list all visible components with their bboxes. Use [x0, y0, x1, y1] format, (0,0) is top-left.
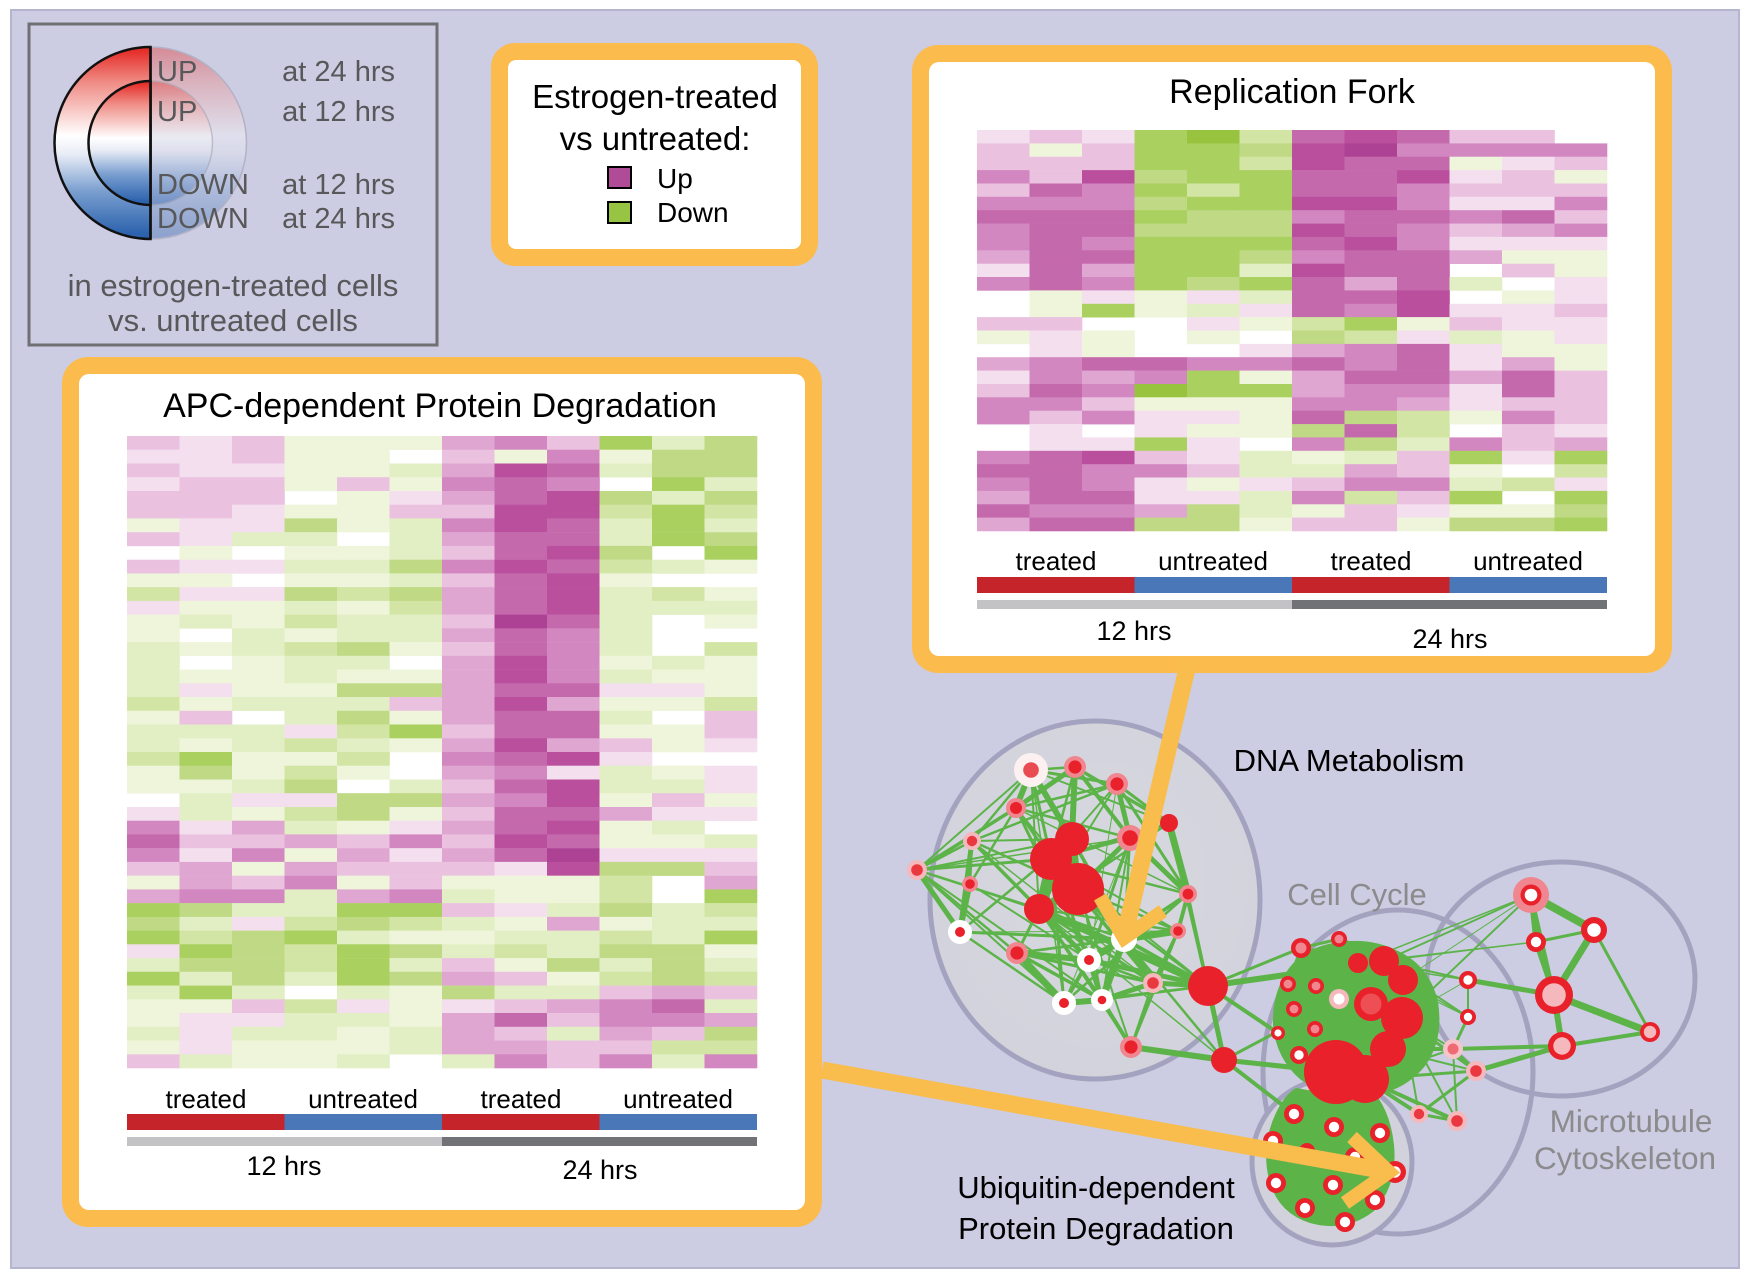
svg-text:treated: treated — [166, 1084, 247, 1114]
svg-text:at 12 hrs: at 12 hrs — [282, 169, 395, 201]
svg-text:in estrogen-treated cells: in estrogen-treated cells — [68, 268, 399, 303]
svg-text:24 hrs: 24 hrs — [562, 1155, 637, 1185]
svg-text:untreated: untreated — [308, 1084, 418, 1114]
svg-text:Down: Down — [657, 197, 729, 228]
svg-text:Estrogen-treated: Estrogen-treated — [532, 78, 778, 115]
svg-text:at 24 hrs: at 24 hrs — [282, 203, 395, 235]
svg-text:12 hrs: 12 hrs — [246, 1151, 321, 1181]
svg-text:Ubiquitin-dependent: Ubiquitin-dependent — [957, 1170, 1235, 1205]
svg-text:treated: treated — [1331, 546, 1412, 576]
svg-text:Replication Fork: Replication Fork — [1169, 73, 1416, 111]
svg-text:12 hrs: 12 hrs — [1096, 616, 1171, 646]
svg-text:treated: treated — [1016, 546, 1097, 576]
svg-text:Cell Cycle: Cell Cycle — [1287, 877, 1427, 912]
svg-text:untreated: untreated — [1473, 546, 1583, 576]
svg-text:UP: UP — [157, 56, 197, 88]
svg-text:Up: Up — [657, 163, 693, 194]
svg-text:vs untreated:: vs untreated: — [560, 120, 751, 157]
svg-text:untreated: untreated — [1158, 546, 1268, 576]
svg-text:24 hrs: 24 hrs — [1412, 624, 1487, 654]
svg-text:DNA Metabolism: DNA Metabolism — [1234, 743, 1465, 778]
svg-text:APC-dependent Protein Degradat: APC-dependent Protein Degradation — [163, 387, 717, 425]
svg-text:DOWN: DOWN — [157, 203, 249, 235]
svg-text:vs. untreated cells: vs. untreated cells — [108, 303, 358, 338]
svg-text:Cytoskeleton: Cytoskeleton — [1534, 1140, 1716, 1176]
svg-text:at 24 hrs: at 24 hrs — [282, 56, 395, 88]
svg-text:DOWN: DOWN — [157, 169, 249, 201]
svg-text:at 12 hrs: at 12 hrs — [282, 96, 395, 128]
svg-text:Protein Degradation: Protein Degradation — [958, 1211, 1234, 1246]
svg-text:treated: treated — [481, 1084, 562, 1114]
svg-text:UP: UP — [157, 96, 197, 128]
svg-text:Microtubule: Microtubule — [1550, 1103, 1713, 1139]
svg-text:untreated: untreated — [623, 1084, 733, 1114]
